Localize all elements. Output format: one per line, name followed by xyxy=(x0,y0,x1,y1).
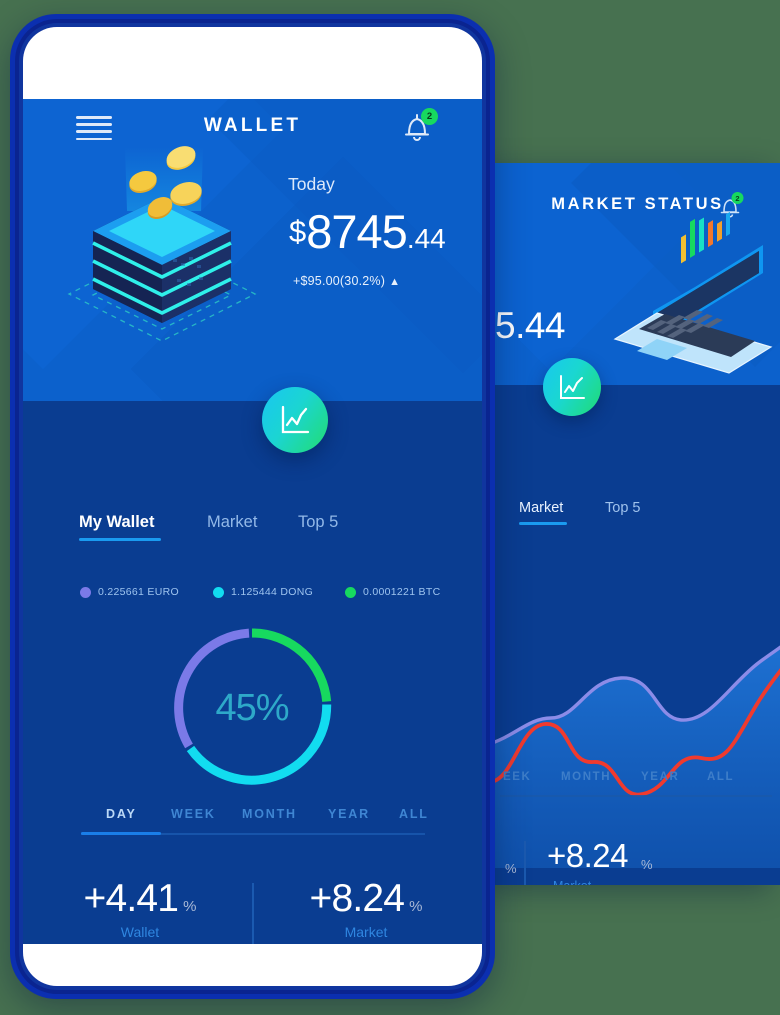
back-period-rule xyxy=(500,795,772,797)
period-rule xyxy=(81,833,425,835)
notification-bell-button[interactable]: 2 xyxy=(400,108,438,147)
stat-wallet-unit: % xyxy=(183,898,197,915)
period-all[interactable]: ALL xyxy=(399,807,429,821)
front-phone-header: WALLET 2 xyxy=(23,99,482,401)
stat-market: +8.24% Market xyxy=(261,877,471,940)
front-phone-mockup: WALLET 2 xyxy=(10,14,495,999)
line-chart-icon xyxy=(281,405,310,434)
back-stat-right-unit: % xyxy=(641,857,653,872)
legend-dot-btc xyxy=(345,586,356,598)
hamburger-menu-icon xyxy=(76,123,112,126)
stat-wallet-value: +4.41 xyxy=(83,877,179,920)
period-active-underline xyxy=(81,832,161,836)
stats-row: +4.41% Wallet +8.24% Market xyxy=(23,877,482,944)
back-chart-fab-button[interactable] xyxy=(543,358,601,416)
legend-dot-euro xyxy=(80,586,91,598)
tab-top5[interactable]: Top 5 xyxy=(298,513,339,531)
stat-market-unit: % xyxy=(409,898,423,915)
legend-item-euro: 0.225661 EURO xyxy=(80,586,179,598)
tab-active-underline xyxy=(79,538,161,542)
back-market-area-chart xyxy=(495,645,780,868)
back-period-week[interactable]: EEK xyxy=(503,771,532,783)
back-tab-market[interactable]: Market xyxy=(519,500,564,516)
back-tabs: Market Top 5 xyxy=(495,500,780,542)
period-month[interactable]: MONTH xyxy=(242,807,297,821)
laptop-bar-chart-illustration xyxy=(613,211,773,374)
hamburger-menu-button[interactable] xyxy=(76,116,112,144)
coin-stack-isometric-illustration xyxy=(67,146,257,342)
stats-divider xyxy=(252,883,254,944)
period-day[interactable]: DAY xyxy=(106,807,137,821)
donut-center-label: 45% xyxy=(215,686,289,729)
back-tab-top5[interactable]: Top 5 xyxy=(605,500,641,516)
balance-decimal: .44 xyxy=(406,223,446,254)
line-chart-icon xyxy=(560,375,585,399)
hamburger-menu-icon xyxy=(76,137,112,141)
balance-integer: 8745 xyxy=(306,205,408,258)
back-balance-amount: 5.44 xyxy=(495,305,566,346)
legend-item-btc: 0.0001221 BTC xyxy=(345,586,440,598)
chart-fab-button[interactable] xyxy=(262,387,328,453)
back-period-year[interactable]: YEAR xyxy=(641,771,680,783)
back-period-tabs: EEK MONTH YEAR ALL xyxy=(495,771,780,805)
balance-currency-symbol: $ xyxy=(289,214,307,249)
legend-label-btc: 0.0001221 BTC xyxy=(363,586,441,598)
hamburger-menu-icon xyxy=(76,130,112,133)
wallet-allocation-donut-chart xyxy=(174,628,332,785)
stat-market-label: Market xyxy=(344,924,388,940)
balance-amount: $8745.44 xyxy=(289,204,446,259)
caret-up-icon: ▲ xyxy=(389,276,401,288)
tab-my-wallet[interactable]: My Wallet xyxy=(79,513,155,531)
legend-dot-dong xyxy=(213,586,224,598)
page-title: WALLET xyxy=(203,115,302,136)
stat-wallet-label: Wallet xyxy=(120,924,160,940)
balance-period-label: Today xyxy=(288,174,335,194)
back-stats-divider xyxy=(524,841,526,885)
legend-label-euro: 0.225661 EURO xyxy=(98,586,179,598)
back-stat-right-value: +8.24 xyxy=(547,837,629,874)
wallet-tabs: My Wallet Market Top 5 xyxy=(23,513,482,557)
back-stat-left-unit: % xyxy=(505,861,517,876)
back-stats-row: % +8.24 % Market xyxy=(495,835,780,885)
balance-change-value: +$95.00(30.2%) xyxy=(293,274,386,288)
phone-screen: WALLET 2 xyxy=(23,27,482,986)
hamburger-menu-icon xyxy=(76,116,112,119)
notification-bell-icon xyxy=(405,114,429,141)
back-page-title: MARKET STATUS xyxy=(551,195,724,213)
back-period-all[interactable]: ALL xyxy=(707,771,735,783)
legend-item-dong: 1.125444 DONG xyxy=(213,586,313,598)
period-year[interactable]: YEAR xyxy=(328,807,370,821)
legend-label-dong: 1.125444 DONG xyxy=(231,586,314,598)
back-tab-active-underline xyxy=(519,522,567,525)
tab-market[interactable]: Market xyxy=(207,513,258,531)
back-stat-right-label: Market xyxy=(553,879,591,885)
back-phone-mockup: MARKET STATUS 2 xyxy=(495,163,780,885)
svg-text:2: 2 xyxy=(735,194,739,203)
back-period-month[interactable]: MONTH xyxy=(561,771,612,783)
notification-badge: 2 xyxy=(421,108,438,125)
period-tabs: DAY WEEK MONTH YEAR ALL xyxy=(23,807,482,845)
wallet-app: WALLET 2 xyxy=(23,99,482,944)
period-week[interactable]: WEEK xyxy=(171,807,216,821)
currency-legend: 0.225661 EURO 1.125444 DONG 0.0001221 BT… xyxy=(23,586,482,608)
stat-wallet: +4.41% Wallet xyxy=(35,877,245,940)
balance-change: +$95.00(30.2%) ▲ xyxy=(293,274,400,288)
stat-market-value: +8.24 xyxy=(309,877,405,920)
